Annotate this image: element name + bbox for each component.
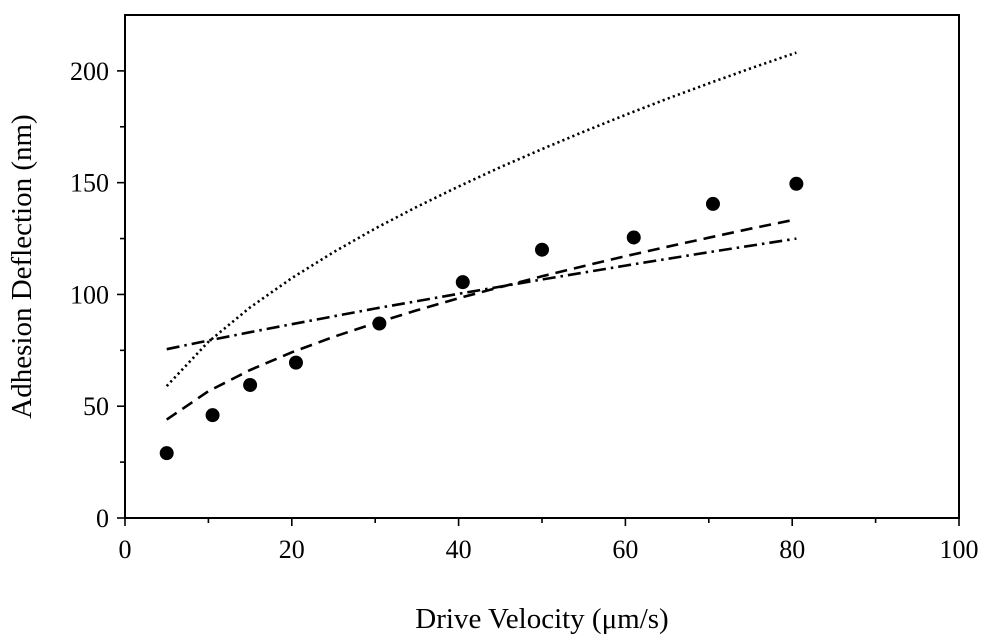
x-tick-label: 100 <box>940 535 979 564</box>
data-point <box>705 196 720 211</box>
x-tick-label: 40 <box>446 535 472 564</box>
data-point <box>159 446 174 461</box>
x-tick-label: 80 <box>779 535 805 564</box>
x-tick-label: 0 <box>119 535 132 564</box>
y-tick-label: 0 <box>96 504 109 533</box>
y-tick-label: 200 <box>70 57 109 86</box>
y-tick-label: 50 <box>83 392 109 421</box>
x-tick-label: 60 <box>612 535 638 564</box>
data-point <box>243 377 258 392</box>
y-tick-label: 150 <box>70 169 109 198</box>
y-tick-label: 100 <box>70 280 109 309</box>
data-point <box>626 230 641 245</box>
data-point <box>205 408 220 423</box>
dashdot-fit-line <box>166 237 797 351</box>
x-tick-label: 20 <box>279 535 305 564</box>
dotted-fit-line <box>165 51 797 387</box>
data-point <box>288 355 303 370</box>
plot-area <box>159 51 804 461</box>
data-point <box>455 275 470 290</box>
y-axis-title: Adhesion Deflection (nm) <box>6 114 38 418</box>
x-axis-title: Drive Velocity (μm/s) <box>415 603 668 635</box>
data-point <box>535 242 549 257</box>
axis-ticks: 0 20 40 60 80 100 0 50 100 150 200 <box>70 57 979 564</box>
data-point <box>789 176 804 191</box>
plot-frame <box>124 14 960 519</box>
dashed-fit-line <box>165 218 797 421</box>
